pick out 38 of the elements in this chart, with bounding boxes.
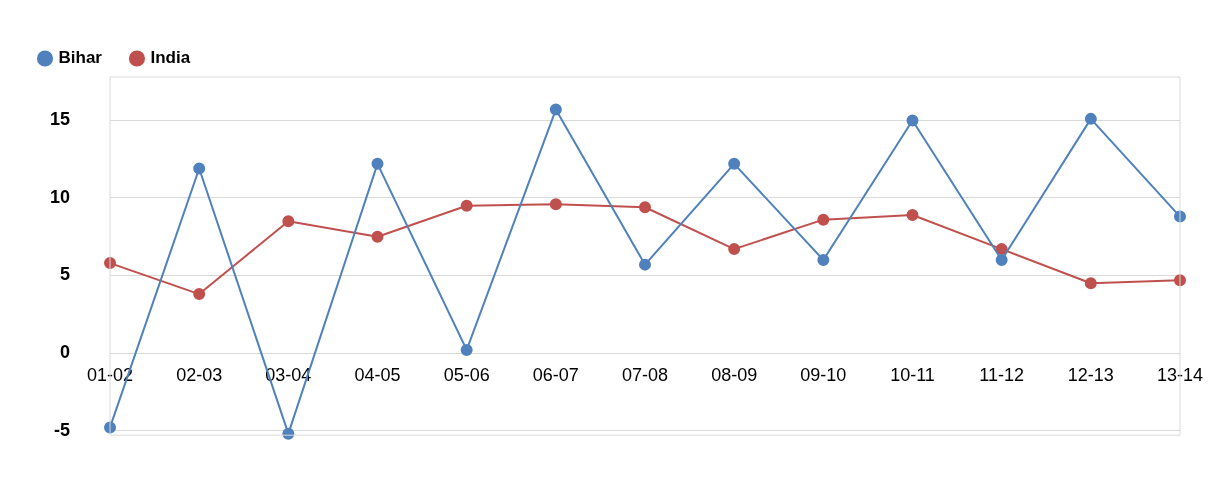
point [549, 103, 562, 116]
point [460, 199, 473, 212]
x-tick-label: 06-07 [532, 364, 579, 385]
point [639, 258, 651, 271]
point [193, 288, 206, 301]
x-tick-label: 04-05 [354, 364, 401, 385]
point [282, 215, 295, 228]
point [1084, 112, 1097, 125]
point [193, 162, 206, 175]
point [460, 343, 473, 356]
x-tick-label: 05-06 [443, 364, 490, 385]
y-tick-label: 10 [49, 186, 71, 207]
y-tick-label: 5 [60, 264, 71, 285]
point [906, 209, 919, 222]
y-tick-label: -5 [54, 419, 71, 440]
point [639, 201, 651, 214]
x-tick-label: 02-03 [176, 364, 223, 385]
x-tick-label: 09-10 [800, 364, 847, 385]
x-tick-label: 12-13 [1067, 364, 1114, 385]
point [1084, 277, 1097, 290]
point [371, 230, 384, 243]
point [728, 157, 741, 170]
y-tick-label: 15 [49, 109, 71, 130]
point [995, 253, 1008, 266]
point [906, 114, 919, 127]
x-tick-label: 13-14 [1156, 364, 1203, 385]
y-tick-label: 0 [60, 341, 71, 362]
x-tick-label: 07-08 [621, 364, 669, 385]
x-tick-label: 10-11 [890, 364, 935, 385]
x-tick-label: 08-09 [711, 364, 758, 385]
point [371, 157, 384, 170]
x-tick-label: 11-12 [979, 364, 1025, 385]
legend-label: India [150, 48, 191, 68]
point [817, 253, 830, 266]
point [817, 213, 830, 226]
point [728, 243, 741, 256]
legend-label: Bihar [58, 48, 103, 68]
point [549, 198, 562, 211]
